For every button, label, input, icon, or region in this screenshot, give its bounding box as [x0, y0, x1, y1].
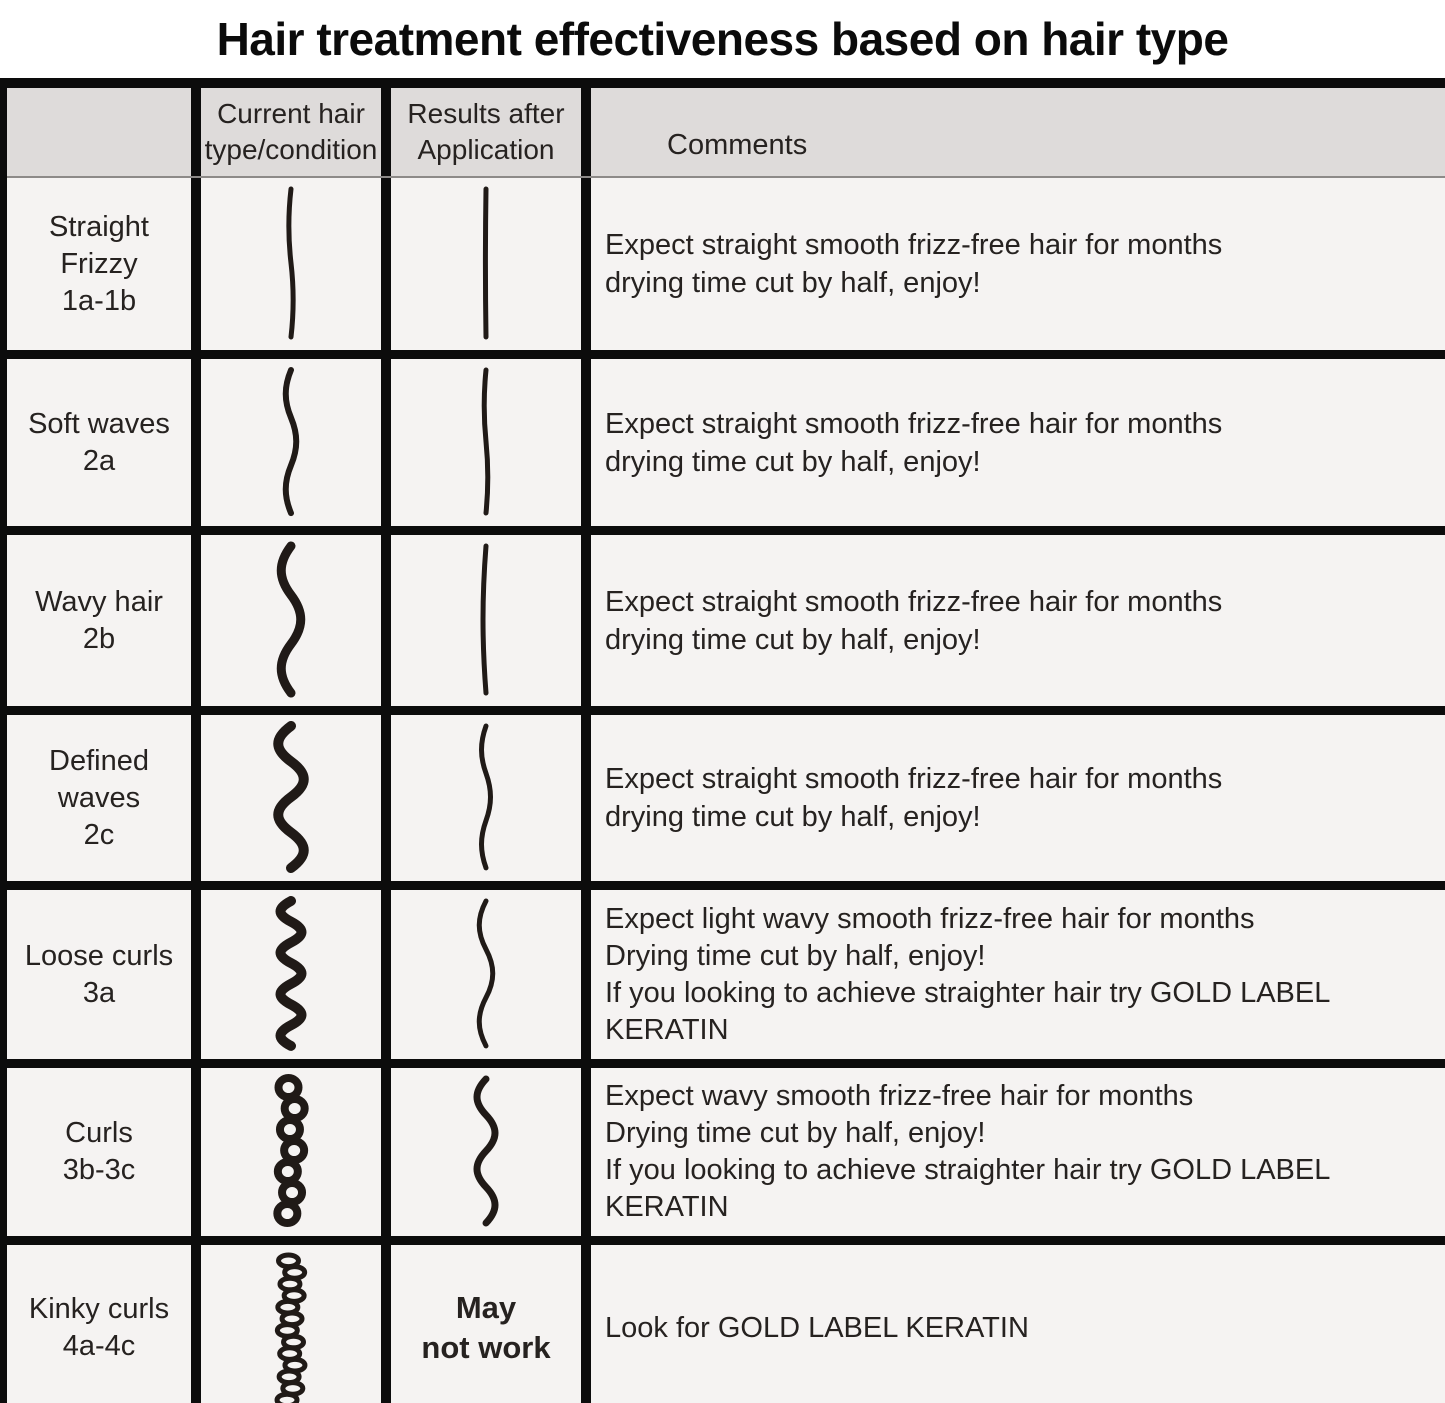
hair-type-label-line: 1a-1b [61, 284, 137, 317]
comment-line: Drying time cut by half, enjoy! [605, 939, 986, 972]
result-text-line: not work [421, 1329, 551, 1365]
comments-cell: Expect straight smooth frizz-free hair f… [581, 535, 1445, 706]
hair-type-label-line: 3a [82, 976, 116, 1009]
comment-line: Expect straight smooth frizz-free hair f… [605, 585, 1223, 618]
result-drawing-cell [381, 715, 581, 881]
hair-strand-kinky-coil-icon [274, 1252, 308, 1403]
comment-line: drying time cut by half, enjoy! [605, 267, 981, 299]
hair-type-label-line: 3b-3c [62, 1154, 136, 1186]
current-hair-drawing-cell [191, 890, 381, 1059]
hair-strand-tight-squiggle-icon [275, 896, 307, 1051]
comment-line: Look for GOLD LABEL KERATIN [605, 1311, 1029, 1344]
hair-type-label-cell: Straight Frizzy 1a-1b [7, 178, 191, 350]
header-current-hair-cell: Current hair type/condition [191, 88, 381, 176]
comments-cell: Expect light wavy smooth frizz-free hair… [581, 890, 1445, 1059]
table-row: Curls 3b-3c Expect wavy smooth frizz-free … [7, 1068, 1445, 1245]
comment-line: Expect straight smooth frizz-free hair f… [605, 407, 1223, 440]
current-hair-drawing-cell [191, 1245, 381, 1403]
comments-cell: Look for GOLD LABEL KERATIN [581, 1245, 1445, 1403]
hair-strand-loop-curls-icon [273, 1074, 309, 1227]
result-drawing-cell: May not work [381, 1245, 581, 1403]
hair-strand-wave-icon [276, 541, 306, 698]
hair-type-label-line: waves [57, 781, 141, 814]
result-drawing-cell [381, 535, 581, 706]
hair-strand-near-straight-icon [481, 367, 491, 516]
table-row: Kinky curls 4a-4c May not work Look for GOLD… [7, 1245, 1445, 1403]
header-results-cell: Results after Application [381, 88, 581, 176]
header-comments-cell: Comments [581, 88, 1445, 176]
hair-type-label-line: Soft waves [28, 407, 170, 440]
header-comments-label: Comments [667, 129, 808, 161]
hair-type-label-line: 2b [82, 622, 116, 655]
result-drawing-cell [381, 1068, 581, 1236]
current-hair-drawing-cell [191, 715, 381, 881]
hair-strand-gentle-wave-icon [479, 723, 493, 871]
hair-type-label-line: Frizzy [60, 247, 138, 280]
comment-line: Drying time cut by half, enjoy! [605, 1117, 986, 1149]
table-row: Soft waves 2a Expect straight smooth frizz… [7, 359, 1445, 535]
hair-type-label-line: Straight [49, 210, 149, 243]
hair-type-label-line: 2a [82, 444, 116, 477]
result-drawing-cell [381, 178, 581, 350]
header-results-line2: Application [417, 134, 555, 165]
hair-strand-medium-wave-icon [473, 1075, 499, 1227]
comment-line: Expect straight smooth frizz-free hair f… [605, 229, 1223, 261]
hair-strand-straight-line-icon [482, 186, 489, 340]
comment-line: drying time cut by half, enjoy! [605, 623, 981, 656]
table-row: Defined waves 2c Expect straight smooth fri… [7, 715, 1445, 890]
page-title: Hair treatment effectiveness based on ha… [216, 13, 1229, 65]
hair-type-label-line: Defined [49, 744, 149, 777]
result-text-line: May [455, 1289, 517, 1325]
hair-type-label-line: 4a-4c [62, 1329, 136, 1362]
table-row: Loose curls 3a Expect light wavy smooth fr… [7, 890, 1445, 1068]
comments-cell: Expect straight smooth frizz-free hair f… [581, 715, 1445, 881]
header-current-hair-line2: type/condition [204, 134, 378, 165]
hair-type-label-cell: Loose curls 3a [7, 890, 191, 1059]
hair-type-label-line: Wavy hair [35, 585, 163, 618]
comment-line: drying time cut by half, enjoy! [605, 445, 981, 478]
current-hair-drawing-cell [191, 359, 381, 526]
hair-type-table: Current hair type/condition Results afte… [0, 78, 1445, 1403]
current-hair-drawing-cell [191, 535, 381, 706]
hair-type-label-line: Curls [65, 1117, 133, 1149]
header-current-hair-line1: Current hair [217, 98, 365, 129]
comments-cell: Expect straight smooth frizz-free hair f… [581, 359, 1445, 526]
table-header-row: Current hair type/condition Results afte… [7, 88, 1445, 178]
comment-line: If you looking to achieve straighter hai… [605, 976, 1330, 1046]
comment-line: Expect light wavy smooth frizz-free hair… [605, 902, 1255, 935]
header-results-line1: Results after [407, 98, 565, 129]
hair-type-label-line: 2c [83, 818, 115, 851]
hair-type-label-cell: Soft waves 2a [7, 359, 191, 526]
comment-line: If you looking to achieve straighter hai… [605, 1154, 1330, 1223]
table-row: Wavy hair 2b Expect straight smooth frizz-… [7, 535, 1445, 715]
header-label-cell [7, 88, 191, 176]
title-bar: Hair treatment effectiveness based on ha… [0, 0, 1445, 78]
result-drawing-cell [381, 359, 581, 526]
result-drawing-cell [381, 890, 581, 1059]
table-body: Straight Frizzy 1a-1b Expect straight smoot… [7, 178, 1445, 1403]
hair-type-label-line: Kinky curls [28, 1292, 170, 1325]
hair-strand-soft-wave-icon [282, 367, 300, 517]
hair-strand-defined-wave-icon [273, 721, 309, 873]
hair-type-label-cell: Kinky curls 4a-4c [7, 1245, 191, 1403]
hair-type-label-cell: Defined waves 2c [7, 715, 191, 881]
current-hair-drawing-cell [191, 1068, 381, 1236]
hair-strand-slight-frizz-line-icon [286, 186, 296, 340]
hair-type-label-cell: Curls 3b-3c [7, 1068, 191, 1236]
comment-line: Expect straight smooth frizz-free hair f… [605, 763, 1223, 795]
current-hair-drawing-cell [191, 178, 381, 350]
comment-line: Expect wavy smooth frizz-free hair for m… [605, 1080, 1194, 1112]
table-row: Straight Frizzy 1a-1b Expect straight smoot… [7, 178, 1445, 359]
comment-line: drying time cut by half, enjoy! [605, 801, 981, 833]
hair-type-label-line: Loose curls [24, 939, 174, 972]
hair-type-label-cell: Wavy hair 2b [7, 535, 191, 706]
hair-strand-light-wave-icon [476, 898, 496, 1049]
hair-strand-bow-line-icon [480, 543, 489, 696]
result-text: May not work [391, 1288, 581, 1368]
comments-cell: Expect straight smooth frizz-free hair f… [581, 178, 1445, 350]
comments-cell: Expect wavy smooth frizz-free hair for m… [581, 1068, 1445, 1236]
